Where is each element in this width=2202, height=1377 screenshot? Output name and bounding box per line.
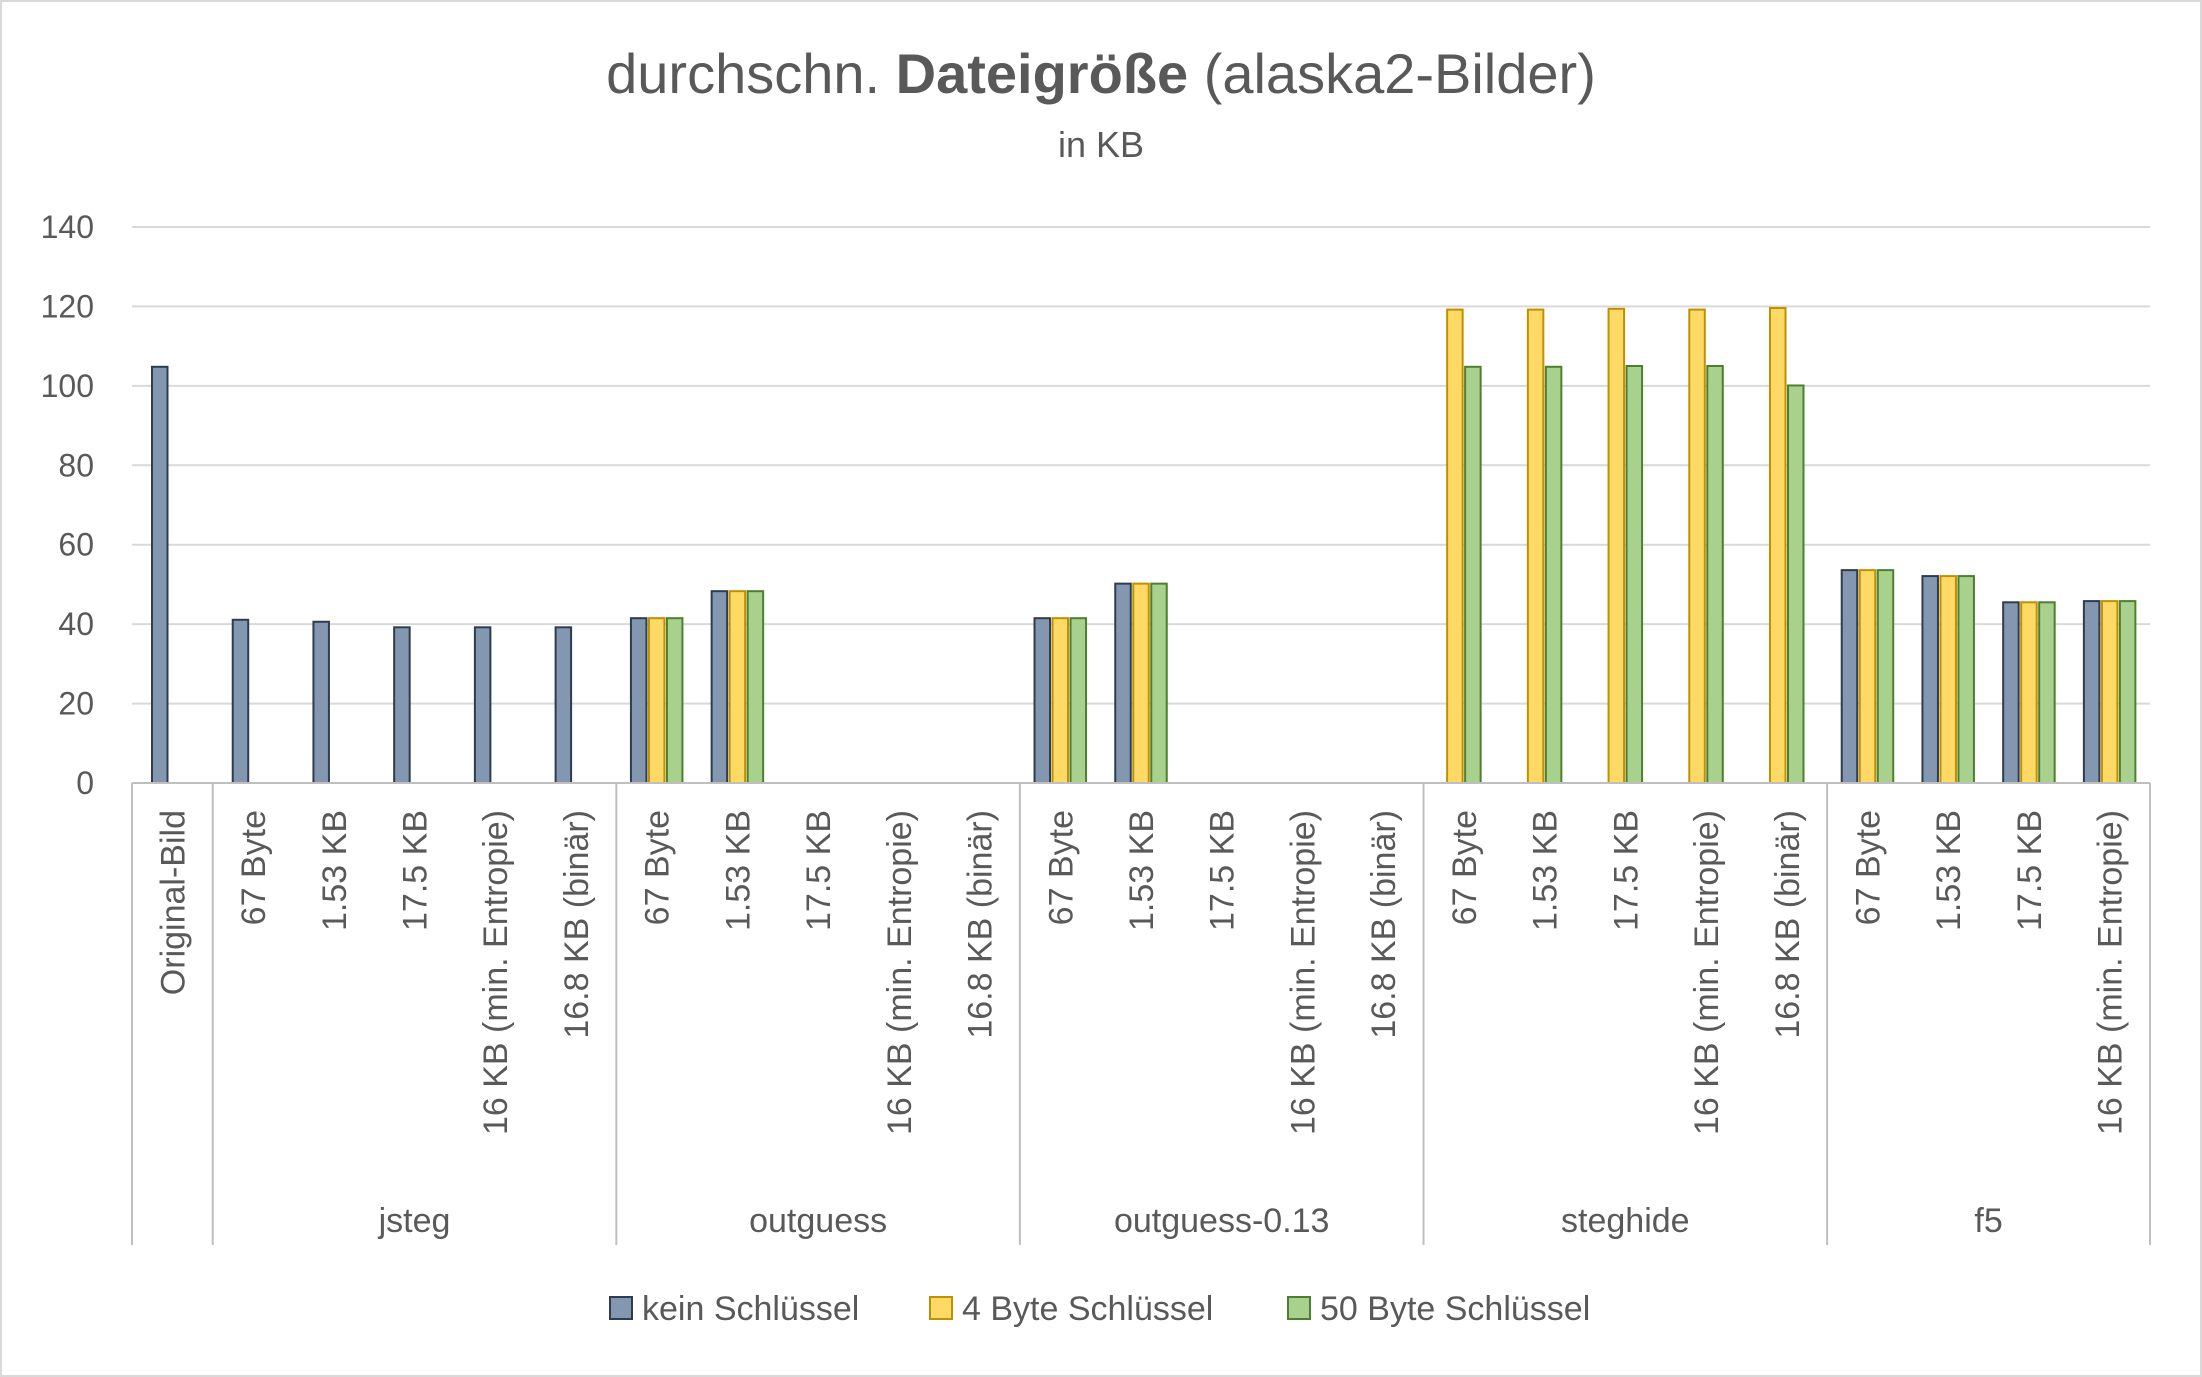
bar [1607, 307, 1626, 784]
chart-title-part-1: durchschn. [606, 42, 896, 105]
bar [1840, 569, 1859, 784]
x-tick-label: 16 KB (min. Entropie) [881, 810, 919, 1135]
group-label: f5 [1974, 1202, 2002, 1240]
bar [1706, 365, 1724, 784]
x-tick-label: 17.5 KB [397, 810, 435, 931]
y-tick-label: 20 [58, 686, 94, 722]
bar [1939, 575, 1957, 784]
legend: kein Schlüssel 4 Byte Schlüssel 50 Byte Sc… [609, 1290, 1590, 1328]
x-tick-label: 16.8 KB (binär) [1365, 810, 1403, 1039]
x-tick-label: 17.5 KB [800, 810, 838, 931]
bar [312, 620, 330, 785]
group-label: steghide [1561, 1202, 1690, 1240]
chart-title-part-2: (alaska2-Bilder) [1188, 42, 1596, 105]
bar [2100, 600, 2119, 785]
x-tick-label: 17.5 KB [1204, 810, 1242, 931]
y-tick-label: 120 [41, 288, 94, 324]
x-tick-label: 17.5 KB [2011, 810, 2049, 931]
bar [2002, 601, 2020, 784]
bar [1526, 308, 1545, 784]
bar [1787, 384, 1805, 784]
bar [231, 618, 250, 784]
x-tick-label: 1.53 KB [1527, 810, 1565, 931]
x-tick-label: 17.5 KB [1607, 810, 1645, 931]
x-tick-label: 1.53 KB [316, 810, 354, 931]
bar [393, 626, 411, 784]
bar [473, 626, 492, 784]
bar [629, 617, 648, 785]
legend-item: 4 Byte Schlüssel [929, 1290, 1213, 1328]
bar [1876, 569, 1895, 784]
y-tick-label: 60 [58, 527, 94, 563]
bar [1069, 617, 1088, 785]
y-tick-label: 100 [41, 368, 94, 404]
y-tick-label: 140 [41, 209, 94, 245]
x-tick-label: 16 KB (min. Entropie) [1688, 810, 1726, 1135]
legend-label: 50 Byte Schlüssel [1320, 1290, 1590, 1328]
bar [554, 626, 573, 784]
x-tick-label: 1.53 KB [719, 810, 757, 931]
x-tick-label: 16.8 KB (binär) [558, 810, 596, 1039]
chart-title: durchschn. Dateigröße (alaska2-Bilder) [606, 42, 1596, 105]
x-tick-label: 16 KB (min. Entropie) [1284, 810, 1322, 1135]
bar [1132, 582, 1150, 784]
gridlines [132, 226, 2150, 705]
bar [2118, 600, 2137, 785]
bar [647, 617, 666, 785]
x-tick-label: 16.8 KB (binär) [962, 810, 1000, 1039]
bar [746, 590, 765, 784]
bar [665, 617, 684, 785]
legend-item: 50 Byte Schlüssel [1287, 1290, 1590, 1328]
bar [1957, 575, 1975, 784]
bar [1464, 365, 1482, 784]
legend-item: kein Schlüssel [609, 1290, 859, 1328]
bar [1688, 308, 1706, 784]
x-tick-label: 16 KB (min. Entropie) [2092, 810, 2130, 1135]
x-tick-label: 67 Byte [639, 810, 677, 925]
bar [151, 365, 169, 784]
x-tick-label: 1.53 KB [1123, 810, 1161, 931]
bar [1769, 307, 1787, 784]
x-axis: Original-Bild 67 Byte 1.53 KB 17.5 KB 16 KB … [131, 782, 2151, 1245]
legend-label: kein Schlüssel [642, 1290, 859, 1328]
bar [2038, 601, 2056, 784]
x-tick-label: 16 KB (min. Entropie) [477, 810, 515, 1135]
x-tick-label: 67 Byte [1042, 810, 1080, 925]
bar [2082, 600, 2101, 785]
bar [1544, 365, 1563, 784]
bar [1114, 582, 1132, 784]
legend-swatch [929, 1296, 953, 1320]
bar [1033, 617, 1052, 785]
y-tick-label: 0 [76, 765, 94, 801]
y-axis: 0 20 40 60 80 100 120 140 [41, 209, 94, 801]
x-tick-label: 67 Byte [1446, 810, 1484, 925]
bar [1051, 617, 1070, 785]
chart-title-bold: Dateigröße [896, 42, 1189, 105]
legend-swatch [1287, 1296, 1311, 1320]
x-tick-label: 16.8 KB (binär) [1769, 810, 1807, 1039]
x-tick-label: Original-Bild [154, 810, 192, 995]
bar [710, 590, 729, 784]
x-tick-label: 1.53 KB [1930, 810, 1968, 931]
bar [1625, 365, 1644, 784]
legend-label: 4 Byte Schlüssel [962, 1290, 1213, 1328]
bar [728, 590, 747, 784]
legend-swatch [609, 1296, 633, 1320]
x-tick-label: 67 Byte [235, 810, 273, 925]
chart-subtitle: in KB [1058, 124, 1144, 165]
group-label: outguess-0.13 [1114, 1202, 1330, 1240]
y-tick-label: 80 [58, 447, 94, 483]
bar [1150, 582, 1168, 784]
bar [1446, 308, 1464, 784]
group-label: jsteg [378, 1202, 451, 1240]
bar [1858, 569, 1877, 784]
group-label: outguess [749, 1202, 887, 1240]
bar [1921, 575, 1939, 784]
y-tick-label: 40 [58, 606, 94, 642]
bar [2020, 601, 2038, 784]
x-tick-label: 67 Byte [1849, 810, 1887, 925]
